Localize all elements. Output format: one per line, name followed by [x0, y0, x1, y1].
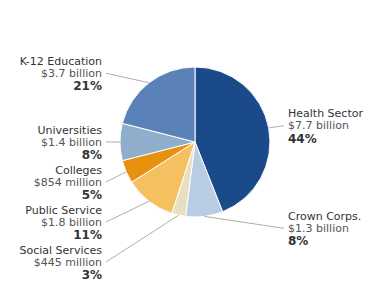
- slices: [120, 67, 270, 217]
- slice-sublabel: $1.3 billion: [288, 222, 349, 235]
- slice-sublabel: $1.8 billion: [41, 216, 102, 229]
- data-label: 5%: [82, 188, 102, 202]
- leader-lines: [106, 73, 284, 262]
- slice-sublabel: $1.4 billion: [41, 136, 102, 149]
- leader-line: [106, 172, 126, 182]
- slice-sublabel: $854 million: [34, 176, 102, 189]
- slice-sublabel: $3.7 billion: [41, 67, 102, 80]
- pie-chart: Health Sector$7.7 billion44%Crown Corps.…: [0, 0, 375, 285]
- leader-line: [106, 73, 149, 82]
- slice-sublabel: $7.7 billion: [288, 119, 349, 132]
- data-label: 11%: [73, 228, 102, 242]
- leader-line: [106, 201, 149, 222]
- data-label: 3%: [82, 268, 102, 282]
- leader-line: [106, 142, 120, 143]
- leader-line: [269, 126, 284, 128]
- labels: Health Sector$7.7 billion44%Crown Corps.…: [20, 55, 364, 282]
- data-label: 8%: [82, 148, 102, 162]
- slice: [122, 67, 195, 142]
- data-label: 8%: [288, 234, 308, 248]
- chart-container: Health Sector$7.7 billion44%Crown Corps.…: [0, 0, 375, 285]
- slice-sublabel: $445 million: [34, 256, 102, 269]
- data-label: 21%: [73, 79, 102, 93]
- leader-line: [106, 215, 179, 262]
- leader-line: [204, 216, 284, 228]
- data-label: 44%: [288, 132, 317, 146]
